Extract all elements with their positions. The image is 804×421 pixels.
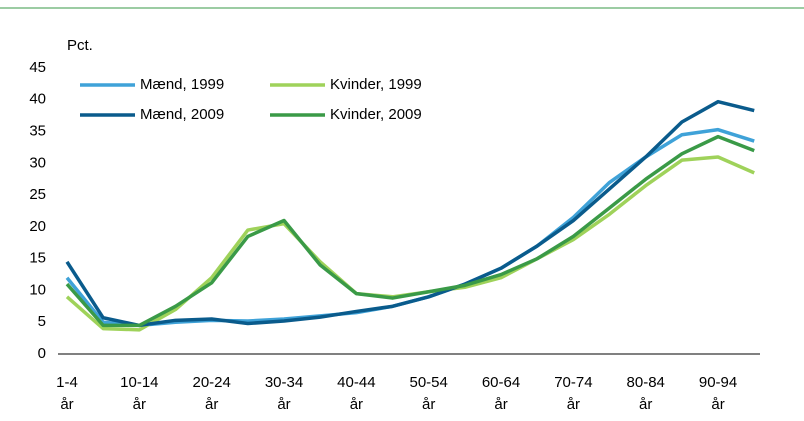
- y-tick-label: 20: [29, 218, 46, 235]
- x-tick-label: 70-74 år: [554, 374, 592, 413]
- legend-label: Kvinder, 1999: [330, 76, 422, 93]
- x-tick-label: 20-24 år: [192, 374, 230, 413]
- x-tick-label-line: 70-74: [554, 374, 592, 391]
- x-tick-label-line: år: [277, 396, 290, 413]
- y-tick-label: 35: [29, 123, 46, 140]
- x-tick-label-line: år: [133, 396, 146, 413]
- x-tick-label: 50-54 år: [410, 374, 448, 413]
- y-tick-label: 40: [29, 91, 46, 108]
- series-line: [65, 155, 755, 332]
- x-tick-label-line: 40-44: [337, 374, 375, 391]
- x-tick-label: 10-14 år: [120, 374, 158, 413]
- x-tick-label-line: 30-34: [265, 374, 303, 391]
- x-tick-label-line: 10-14: [120, 374, 158, 391]
- x-tick-label-line: år: [567, 396, 580, 413]
- legend-label: Kvinder, 2009: [330, 106, 422, 123]
- series-line: [65, 134, 755, 328]
- x-tick-label-line: år: [60, 396, 73, 413]
- x-tick-label-line: 50-54: [410, 374, 448, 391]
- x-tick-label-line: år: [711, 396, 724, 413]
- y-tick-label: 5: [38, 313, 46, 330]
- x-tick-label-line: 90-94: [699, 374, 737, 391]
- legend-label: Mænd, 2009: [140, 106, 224, 123]
- y-tick-label: 15: [29, 250, 46, 267]
- x-tick-label: 1-4 år: [56, 374, 78, 413]
- x-tick-label-line: år: [205, 396, 218, 413]
- x-tick-label-line: 80-84: [627, 374, 665, 391]
- x-tick-label-line: år: [350, 396, 363, 413]
- y-tick-label: 25: [29, 186, 46, 203]
- x-tick-label-line: år: [494, 396, 507, 413]
- x-tick-label: 60-64 år: [482, 374, 520, 413]
- y-tick-label: 45: [29, 59, 46, 76]
- x-tick-label: 80-84 år: [627, 374, 665, 413]
- x-tick-label-line: år: [422, 396, 435, 413]
- y-tick-label: 30: [29, 154, 46, 171]
- y-tick-label: 10: [29, 281, 46, 298]
- x-tick-label: 90-94 år: [699, 374, 737, 413]
- y-tick-label: 0: [38, 345, 46, 362]
- x-tick-label-line: 1-4: [56, 374, 78, 391]
- x-tick-label: 40-44 år: [337, 374, 375, 413]
- x-tick-label: 30-34 år: [265, 374, 303, 413]
- series-line: [65, 99, 755, 328]
- x-tick-label-line: 60-64: [482, 374, 520, 391]
- legend-label: Mænd, 1999: [140, 76, 224, 93]
- x-tick-label-line: år: [639, 396, 652, 413]
- y-axis-label: Pct.: [67, 37, 93, 54]
- x-tick-label-line: 20-24: [192, 374, 230, 391]
